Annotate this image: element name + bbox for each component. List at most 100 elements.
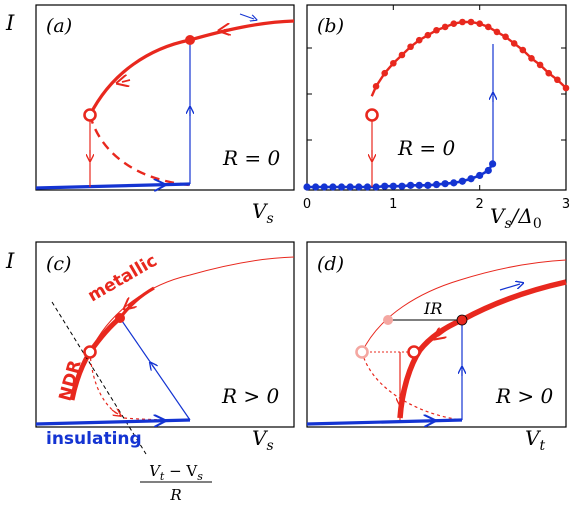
panel-c-arrow-metallic <box>128 301 134 306</box>
panel-c-load-fraction: Vt − Vs R <box>140 462 212 504</box>
panel-b-series-1-point <box>363 183 372 191</box>
panel-c-metallic-curve-thin <box>89 256 295 353</box>
panel-b-series-0-point <box>536 61 544 69</box>
panel-b-series-0-point <box>415 36 423 44</box>
panel-c-dashed-drop <box>89 351 125 419</box>
panel-b-series-1-point <box>389 182 397 190</box>
panel-b-series-0-point <box>398 51 406 59</box>
panel-d: (d) IR R > 0 Vt <box>306 241 567 454</box>
panel-b-series-0-point <box>528 55 535 62</box>
panel-d-filled-point <box>456 314 468 326</box>
panel-b-series-0-point <box>493 28 501 36</box>
panel-b-frame <box>306 4 567 191</box>
panel-b-series-1-point <box>407 181 415 189</box>
panel-b-series-0-point <box>545 69 553 77</box>
panel-b-tick-1: 1 <box>389 197 397 212</box>
panel-a-unstable-branch <box>88 114 191 187</box>
panel-c-ndr-branch <box>69 316 122 401</box>
panel-b-tick-3: 3 <box>562 197 570 212</box>
panel-b-series-0-point <box>476 20 483 27</box>
panel-c-metallic-label: metallic <box>85 251 161 307</box>
panel-d-ir-label: IR <box>423 299 442 318</box>
panel-b-series-0-point <box>467 18 475 26</box>
panel-a-label: (a) <box>46 15 72 37</box>
panel-d-arrow-top <box>499 284 520 291</box>
panel-b-series-0-point <box>450 20 458 27</box>
panel-b-condition: R = 0 <box>397 136 456 160</box>
panel-b: (b) R = 0 0 1 2 3 Vs/Δ0 <box>303 4 570 232</box>
panel-a-arrow-up-branch <box>122 80 131 82</box>
panel-b-series-1-point <box>432 180 441 189</box>
panel-c-filled-point <box>115 313 125 323</box>
panel-a-filled-point <box>185 35 195 45</box>
panel-a-insulating-branch <box>35 182 191 190</box>
panel-b-series-0-point <box>502 33 509 41</box>
panel-c-metallic-branch <box>118 286 155 319</box>
panel-b-series-1-point <box>329 183 337 191</box>
panel-c-load-line <box>51 301 147 455</box>
panel-b-x-ticks: 0 1 2 3 <box>303 197 570 212</box>
panel-c-insulating-branch <box>35 418 191 426</box>
panel-d-insulating-branch <box>306 418 463 426</box>
panel-d-frame <box>306 241 567 428</box>
panel-c-ndr-label: NDR <box>56 358 86 403</box>
panel-b-series-1-point <box>450 179 458 187</box>
panel-b-series <box>303 18 570 191</box>
panel-c-arrow-return <box>152 365 155 369</box>
panel-d-faded-open-point <box>355 345 369 359</box>
panel-c-open-point <box>83 345 97 359</box>
panel-a-metallic-branch <box>88 19 295 116</box>
panel-b-series-0-point <box>407 43 414 51</box>
panel-b-series-1-point <box>372 183 380 191</box>
panel-b-series-1-point <box>441 180 449 188</box>
panel-b-series-0-point <box>441 23 449 31</box>
panel-a: I (a) R = 0 Vs <box>5 4 295 227</box>
panel-b-series-1-point <box>415 181 423 189</box>
panel-a-open-point <box>83 108 97 122</box>
panel-c: I (c) metallic NDR insulating R > 0 Vs V… <box>5 241 295 504</box>
panel-b-series-1-point <box>467 175 475 183</box>
panel-c-x-label: Vs <box>252 426 274 454</box>
panel-d-condition: R > 0 <box>495 384 554 408</box>
panel-b-series-1-point <box>320 183 328 191</box>
panel-b-open-point <box>365 108 379 122</box>
panel-b-series-1-point <box>424 181 432 189</box>
panel-b-series-0-point <box>485 23 492 31</box>
panel-c-label: (c) <box>46 253 71 275</box>
panel-c-insulating-label: insulating <box>46 429 142 449</box>
panel-c-fraction-numerator: Vt − Vs <box>149 462 203 483</box>
panel-b-series-0-point <box>459 18 466 26</box>
panel-a-arrow-top <box>239 13 254 19</box>
panel-a-condition: R = 0 <box>222 146 281 170</box>
panel-b-series-0-point <box>424 31 432 39</box>
panel-b-series-1-point <box>476 171 484 180</box>
panel-b-series-1-point <box>484 166 492 175</box>
panel-b-series-0-point <box>381 69 389 77</box>
panel-d-open-point <box>407 345 421 359</box>
panel-a-y-label: I <box>5 11 15 35</box>
panel-b-x-label: Vs/Δ0 <box>490 204 542 232</box>
panel-b-series-0-point <box>510 40 518 47</box>
panel-b-series-0-point <box>562 84 570 92</box>
panel-b-series-line-0 <box>370 20 567 97</box>
panel-b-series-1-point <box>303 183 311 191</box>
panel-c-y-label: I <box>5 249 15 273</box>
panel-b-series-1-point <box>355 183 363 191</box>
panel-c-fraction-denominator: R <box>169 486 181 504</box>
panel-b-series-1-point <box>312 183 320 191</box>
panel-a-x-label: Vs <box>252 199 274 227</box>
panel-b-series-0-point <box>433 26 440 34</box>
panel-b-series-0-point <box>554 76 561 84</box>
panel-d-label: (d) <box>317 253 344 275</box>
panel-b-series-0-point <box>390 59 397 67</box>
panel-b-series-1-point <box>346 183 354 191</box>
panel-d-faded-filled-point <box>383 315 393 325</box>
panel-b-series-1-point <box>337 183 346 191</box>
panel-b-series-0-point <box>372 83 380 90</box>
panel-d-reference-curve <box>361 259 567 353</box>
panel-b-series-0-point <box>519 46 527 54</box>
panel-c-arrow-drop <box>111 410 118 414</box>
panel-d-arrow-shifted <box>438 330 446 336</box>
panel-b-tick-0: 0 <box>303 197 311 212</box>
panel-b-series-1-point <box>381 182 389 190</box>
